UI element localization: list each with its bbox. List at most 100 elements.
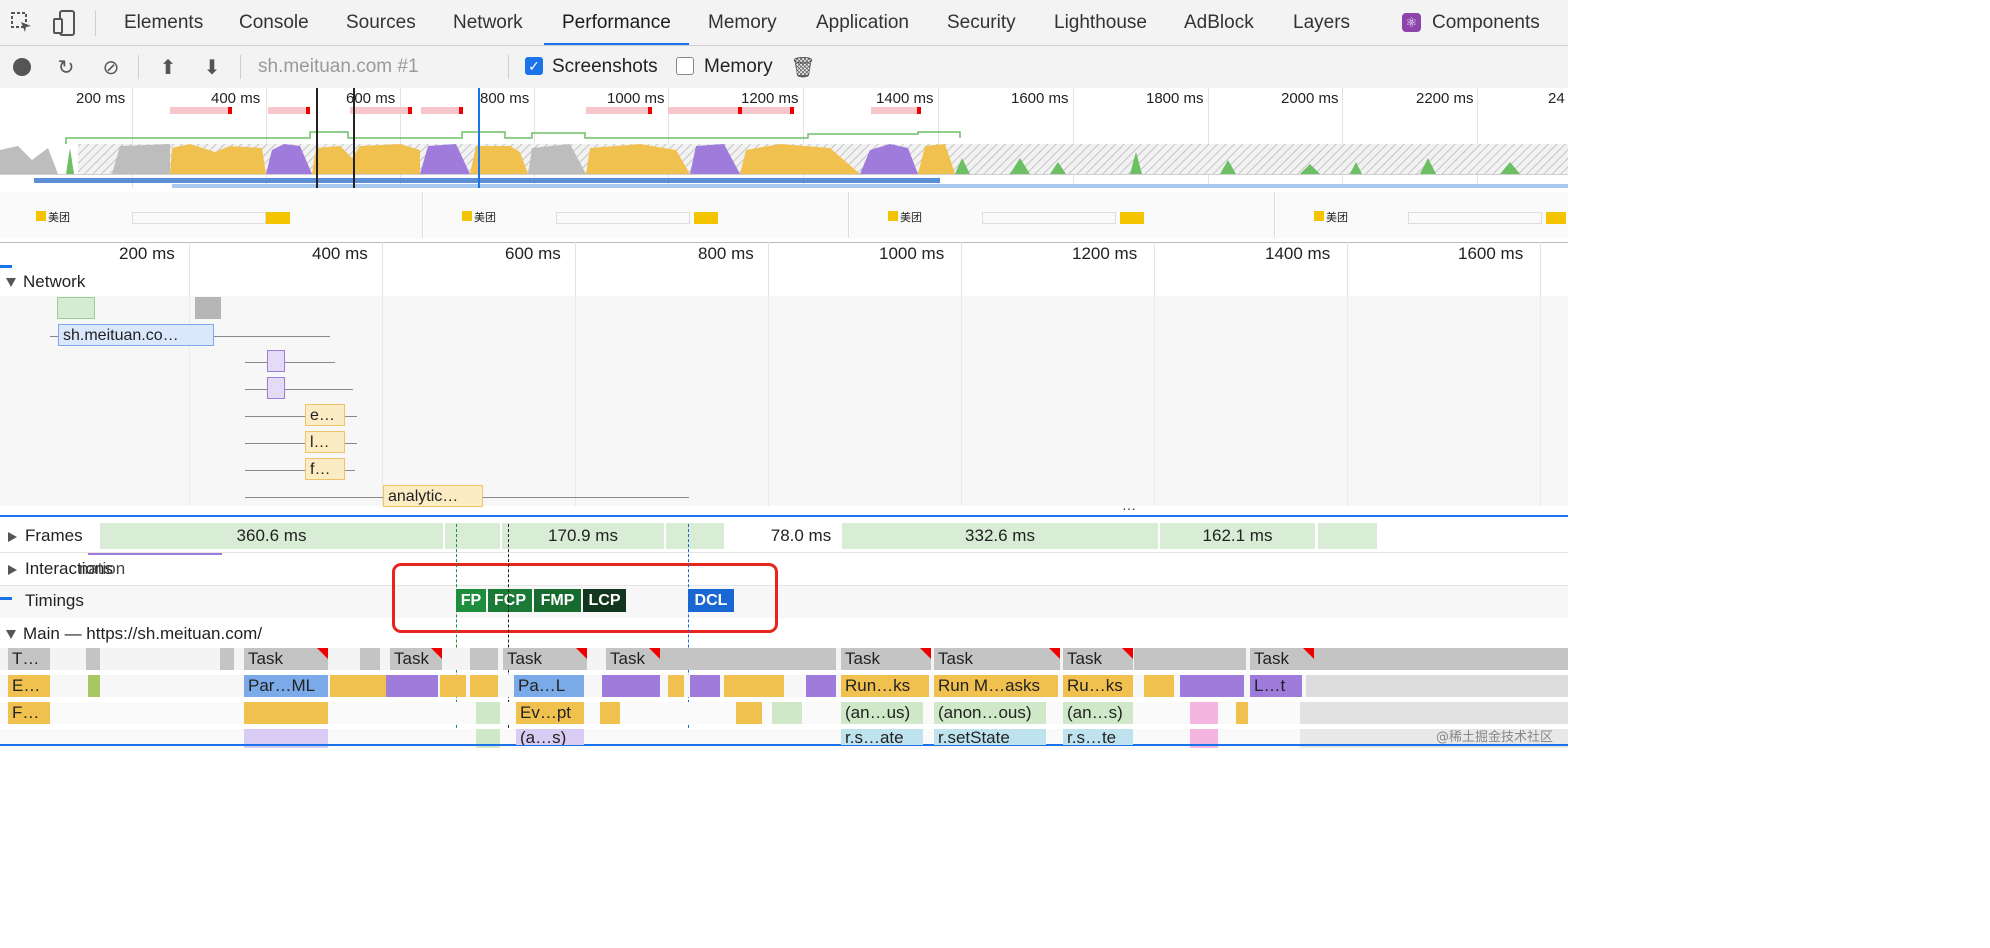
frame[interactable]: 360.6 ms	[100, 523, 443, 549]
task-block[interactable]: Task	[503, 648, 587, 670]
chevron-right-icon	[8, 531, 17, 542]
overview-tick: 1000 ms	[607, 90, 665, 107]
more-indicator: ···	[1122, 500, 1136, 516]
frame[interactable]: 332.6 ms	[842, 523, 1158, 549]
profile-select[interactable]: sh.meituan.com #1	[258, 56, 419, 77]
timing-marker-fcp[interactable]: FCP	[488, 589, 532, 612]
task-block[interactable]: Task	[244, 648, 328, 670]
timing-marker-dcl[interactable]: DCL	[688, 589, 734, 612]
network-request[interactable]: sh.meituan.co…	[58, 324, 214, 346]
collect-garbage-button[interactable]: 🗑	[790, 54, 816, 80]
main-thread-toggle[interactable]: Main — https://sh.meituan.com/	[6, 624, 262, 644]
panel-resizer[interactable]	[0, 515, 1568, 517]
ruler-tick: 1200 ms	[1072, 244, 1138, 263]
timing-marker-fp[interactable]: FP	[456, 589, 486, 612]
task-block[interactable]: Task	[1063, 648, 1133, 670]
clear-button[interactable]: ⊘	[98, 54, 124, 80]
record-button[interactable]	[9, 54, 35, 80]
timing-marker-fmp[interactable]: FMP	[534, 589, 581, 612]
network-request[interactable]: e…	[305, 404, 345, 426]
frame[interactable]	[445, 523, 500, 549]
tab-components[interactable]: Components	[1432, 12, 1540, 33]
frame[interactable]: 170.9 ms	[502, 523, 664, 549]
overview-tick: 24	[1548, 90, 1565, 107]
tab-console[interactable]: Console	[239, 12, 309, 33]
screenshots-checkbox[interactable]: ✓	[525, 57, 543, 75]
network-request[interactable]	[267, 350, 285, 372]
save-profile-button[interactable]: ⬇	[199, 54, 225, 80]
screenshot-thumbnail: 美团	[850, 192, 1275, 238]
function-block[interactable]: (a…s)	[516, 729, 584, 745]
event-block[interactable]: Pa…L	[514, 675, 584, 697]
overview-tick: 400 ms	[211, 90, 261, 107]
event-block[interactable]: L…t	[1250, 675, 1302, 697]
screenshot-brand: 美团	[48, 212, 70, 224]
function-block[interactable]: Ev…pt	[516, 702, 584, 724]
interactions-track-label: Interactions	[25, 559, 113, 578]
function-block[interactable]: (anon…ous)	[934, 702, 1046, 724]
highlight-annotation-box	[392, 563, 778, 633]
network-request[interactable]: analytic…	[383, 485, 483, 507]
reload-record-button[interactable]: ↻	[53, 54, 79, 80]
frames-track-toggle[interactable]: Frames	[8, 526, 83, 546]
inspect-element-icon[interactable]	[10, 11, 34, 35]
tab-elements[interactable]: Elements	[124, 12, 204, 33]
task-block[interactable]: Task	[841, 648, 931, 670]
function-block[interactable]: r.s…ate	[841, 729, 923, 745]
tab-memory[interactable]: Memory	[708, 12, 777, 33]
event-block[interactable]: E…	[8, 675, 50, 697]
flame-chart-background	[0, 648, 1568, 748]
tab-adblock[interactable]: AdBlock	[1184, 12, 1254, 33]
function-block[interactable]: r.s…te	[1063, 729, 1133, 745]
task-block[interactable]: Task	[606, 648, 660, 670]
function-block[interactable]: (an…s)	[1063, 702, 1133, 724]
overview-tick: 800 ms	[480, 90, 530, 107]
screenshot-thumbnail: 美团	[1276, 192, 1568, 238]
function-block[interactable]: r.setState	[934, 729, 1046, 745]
task-block[interactable]: Task	[390, 648, 442, 670]
tab-security[interactable]: Security	[947, 12, 1016, 33]
frame[interactable]	[666, 523, 724, 549]
network-request[interactable]: f…	[305, 458, 345, 480]
event-block[interactable]: Par…ML	[244, 675, 328, 697]
screenshot-strip: 美团 美团 美团 美团	[0, 192, 1568, 238]
task-block[interactable]: Task	[1250, 648, 1314, 670]
frame[interactable]: 78.0 ms	[764, 523, 838, 549]
tab-sources[interactable]: Sources	[346, 12, 416, 33]
network-request[interactable]	[195, 297, 221, 319]
event-block[interactable]: Run…ks	[841, 675, 929, 697]
network-request[interactable]	[267, 377, 285, 399]
device-toolbar-icon[interactable]	[52, 9, 78, 37]
tab-application[interactable]: Application	[816, 12, 909, 33]
ruler-tick: 600 ms	[505, 244, 561, 263]
network-request[interactable]: l…	[305, 431, 345, 453]
timing-marker-lcp[interactable]: LCP	[583, 589, 626, 612]
memory-checkbox[interactable]	[676, 57, 694, 75]
tab-layers[interactable]: Layers	[1293, 12, 1351, 33]
frame[interactable]	[1318, 523, 1377, 549]
ruler-tick: 1600 ms	[1458, 244, 1524, 263]
tab-lighthouse[interactable]: Lighthouse	[1054, 12, 1147, 33]
interactions-track-toggle[interactable]: Interactionsnation	[8, 559, 125, 579]
event-block[interactable]: Run M…asks	[934, 675, 1058, 697]
performance-toolbar: ↻ ⊘ ⬆ ⬇ sh.meituan.com #1 ✓ Screenshots …	[0, 46, 1568, 115]
clear-icon: ⊘	[102, 56, 120, 79]
frame[interactable]: 162.1 ms	[1160, 523, 1315, 549]
overview-tick: 2000 ms	[1281, 90, 1339, 107]
meituan-logo-icon	[36, 211, 46, 221]
function-block[interactable]: F…	[8, 702, 50, 724]
tab-performance[interactable]: Performance	[544, 0, 689, 45]
timeline-overview[interactable]: 200 ms 400 ms 600 ms 800 ms 1000 ms 1200…	[0, 88, 1568, 243]
network-track-toggle[interactable]: Network	[6, 272, 85, 292]
chevron-down-icon	[6, 278, 16, 288]
react-components-icon: ⚛	[1402, 13, 1421, 32]
network-track	[0, 296, 1568, 506]
function-block[interactable]: (an…us)	[841, 702, 923, 724]
event-block[interactable]: Ru…ks	[1063, 675, 1133, 697]
network-request[interactable]	[57, 297, 95, 319]
task-block[interactable]: Task	[934, 648, 1060, 670]
load-profile-button[interactable]: ⬆	[155, 54, 181, 80]
task-block[interactable]: T…	[8, 648, 50, 670]
chevron-right-icon	[8, 564, 17, 575]
tab-network[interactable]: Network	[453, 12, 523, 33]
